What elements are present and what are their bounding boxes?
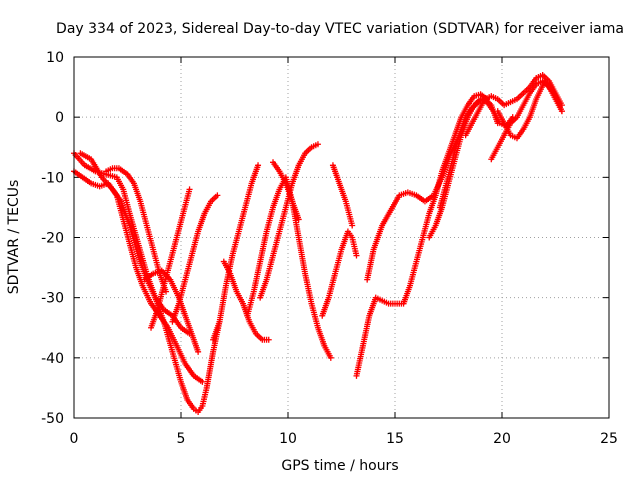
data-points [71,72,565,415]
x-axis-label: GPS time / hours [281,458,398,474]
grid [74,57,609,418]
series-track-6 [169,192,221,325]
x-tick-label: 20 [493,431,511,447]
series-track-22 [494,78,565,142]
series-track-17 [400,91,491,307]
series-track-10 [257,141,321,301]
y-tick-label: 0 [55,110,64,126]
data-point [295,216,302,223]
data-point [265,336,272,343]
data-point [314,141,321,148]
data-point [195,348,202,355]
data-point [558,108,565,115]
x-tick-label: 5 [177,431,186,447]
series-track-15 [353,294,405,379]
plot-frame [73,56,610,419]
x-tick-label: 10 [279,431,297,447]
data-point [494,120,501,127]
x-tick-label: 0 [70,431,79,447]
series-track-13 [319,228,360,319]
y-tick-label: -40 [41,351,64,367]
y-tick-label: -30 [41,291,64,307]
series-track-5 [141,267,202,355]
series-track-7 [148,186,193,331]
series-track-8 [210,162,262,343]
data-point [186,186,193,193]
x-tick-label: 25 [600,431,618,447]
series-track-12 [270,159,302,223]
series-track-9 [220,258,272,343]
chart-title: Day 334 of 2023, Sidereal Day-to-day VTE… [56,21,624,37]
data-point [214,192,221,199]
data-point [199,378,206,385]
data-point [349,222,356,229]
y-tick-label: -20 [41,231,64,247]
series-track-1 [71,150,223,415]
series-track-3 [77,150,193,337]
data-point [327,354,334,361]
y-tick-label: -50 [41,411,64,427]
x-tick-label: 15 [386,431,404,447]
y-tick-label: 10 [46,50,64,66]
y-axis-label: SDTVAR / TECUs [6,180,22,295]
axis-ticks: 0 5 10 15 20 25 -50 -40 -30 -20 -10 0 10 [41,50,618,447]
series-track-14 [329,162,356,229]
data-point [255,162,262,169]
data-point [353,252,360,259]
y-tick-label: -10 [41,170,64,186]
